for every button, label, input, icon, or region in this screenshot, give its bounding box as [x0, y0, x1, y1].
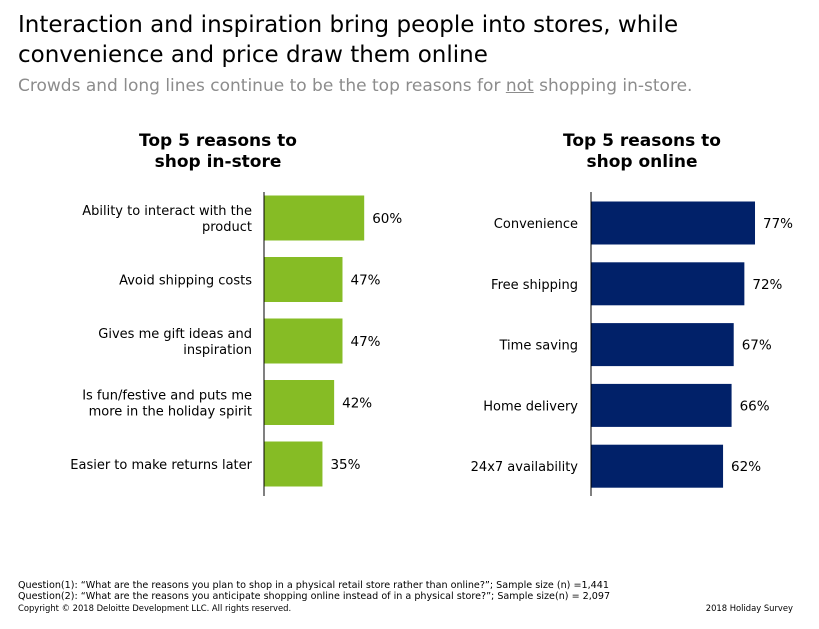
page-title: Interaction and inspiration bring people…: [18, 12, 679, 68]
instore-category-label-1-line-2: product: [202, 220, 252, 235]
online-category-label-2: Free shipping: [491, 278, 578, 293]
online-value-label-2: 72%: [752, 277, 782, 293]
instore-value-label-2: 47%: [350, 273, 380, 289]
online-value-label-3: 67%: [742, 338, 772, 354]
instore-bar-3: [264, 318, 343, 364]
instore-bar-2: [264, 257, 343, 302]
instore-value-label-4: 42%: [342, 396, 372, 412]
instore-bar-5: [264, 441, 323, 487]
instore-category-label-4-line-1: Is fun/festive and puts me: [82, 389, 252, 404]
online-category-label-5: 24x7 availability: [471, 460, 579, 475]
instore-category-label-2: Avoid shipping costs: [119, 274, 252, 289]
online-category-label-3: Time saving: [499, 339, 578, 354]
instore-category-label-3-line-1: Gives me gift ideas and: [98, 327, 252, 342]
instore-chart-title-line-1: Top 5 reasons to: [139, 131, 297, 151]
subtitle-emphasis: not: [505, 76, 534, 96]
online-value-label-4: 66%: [740, 398, 770, 414]
footnote-question-1: Question(1): “What are the reasons you p…: [18, 580, 609, 591]
survey-label: 2018 Holiday Survey: [705, 603, 793, 613]
copyright-notice: Copyright © 2018 Deloitte Development LL…: [18, 603, 292, 613]
online-value-label-1: 77%: [763, 216, 793, 232]
online-chart: 77% Convenience 72% Free shipping 67% Time sa…: [471, 192, 793, 496]
online-chart-title: Top 5 reasons to shop online: [512, 131, 772, 173]
online-bar-3: [591, 323, 734, 367]
online-category-label-1: Convenience: [494, 217, 578, 232]
instore-category-label-5: Easier to make returns later: [70, 458, 252, 473]
instore-value-label-5: 35%: [330, 457, 360, 473]
online-value-label-5: 62%: [731, 459, 761, 475]
online-bar-2: [591, 262, 745, 306]
online-bar-1: [591, 201, 756, 245]
instore-chart-title: Top 5 reasons to shop in-store: [88, 131, 348, 173]
footnote-question-2: Question(2): “What are the reasons you a…: [18, 591, 611, 602]
instore-value-label-1: 60%: [372, 211, 402, 227]
online-category-label-4: Home delivery: [483, 399, 578, 414]
instore-bar-1: [264, 195, 365, 241]
instore-category-label-1-line-1: Ability to interact with the: [82, 204, 252, 219]
instore-value-label-3: 47%: [350, 334, 380, 350]
online-chart-title-line-2: shop online: [586, 152, 698, 172]
subtitle-text-before: Crowds and long lines continue to be the…: [18, 76, 506, 96]
online-bar-4: [591, 383, 732, 427]
online-bar-5: [591, 444, 724, 488]
instore-category-label-3-line-2: inspiration: [183, 343, 252, 358]
online-chart-title-line-1: Top 5 reasons to: [563, 131, 721, 151]
instore-chart-title-line-2: shop in-store: [154, 152, 282, 172]
page-subtitle: Crowds and long lines continue to be the…: [18, 75, 808, 97]
instore-bar-4: [264, 380, 335, 425]
subtitle-text-after: shopping in-store.: [533, 76, 693, 96]
instore-category-label-4-line-2: more in the holiday spirit: [89, 405, 252, 420]
